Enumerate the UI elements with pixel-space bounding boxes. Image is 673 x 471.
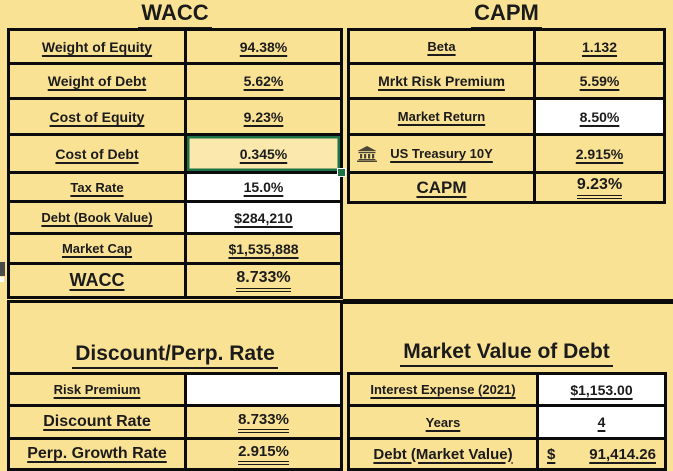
cell-perp-growth-rate-value[interactable]: 2.915% (187, 440, 340, 468)
cell-us-treasury-10y-label[interactable]: US Treasury 10Y (350, 136, 533, 171)
cell-interest-expense-2021-value[interactable]: $1,153.00 (539, 375, 664, 404)
cell-years-value[interactable]: 4 (539, 407, 664, 437)
discount-section-title: Discount/Perp. Rate (10, 303, 340, 372)
wacc-section-title: WACC (7, 0, 343, 29)
cell-weight-of-equity-value[interactable]: 94.38% (187, 31, 340, 62)
cell-market-cap-value[interactable]: $1,535,888 (187, 235, 340, 262)
cell-market-return-value[interactable]: 8.50% (536, 100, 663, 133)
cell-debt-book-value-value[interactable]: $284,210 (187, 203, 340, 232)
cell-tax-rate-value[interactable]: 15.0% (187, 174, 340, 200)
currency-symbol: $ (547, 445, 556, 463)
wacc-title-text: WACC (138, 0, 212, 29)
cell-capm-total-label[interactable]: CAPM (350, 174, 533, 201)
cell-mrkt-risk-premium-label[interactable]: Mrkt Risk Premium (350, 65, 533, 97)
cell-debt-market-value-value[interactable]: $ 91,414.26 (539, 440, 664, 468)
cell-cost-of-debt-value[interactable]: 0.345% (187, 136, 346, 177)
cell-beta-label[interactable]: Beta (350, 31, 533, 62)
cell-us-treasury-10y-value[interactable]: 2.915% (536, 136, 663, 171)
cell-debt-market-value-label[interactable]: Debt (Market Value) (350, 440, 536, 468)
mvd-table: Interest Expense (2021) $1,153.00 Years … (347, 372, 667, 471)
cell-cost-of-debt-label[interactable]: Cost of Debt (10, 136, 184, 171)
cell-wacc-total-value[interactable]: 8.733% (187, 265, 340, 296)
capm-section-title: CAPM (347, 0, 666, 29)
discount-title-text: Discount/Perp. Rate (72, 342, 278, 369)
cell-weight-of-debt-value[interactable]: 5.62% (187, 65, 340, 97)
capm-table: Beta 1.132 Mrkt Risk Premium 5.59% Marke… (347, 28, 666, 204)
cell-cost-of-equity-value[interactable]: 9.23% (187, 100, 340, 133)
cell-capm-total-value[interactable]: 9.23% (536, 174, 663, 201)
cell-weight-of-debt-label[interactable]: Weight of Debt (10, 65, 184, 97)
cell-discount-rate-value[interactable]: 8.733% (187, 407, 340, 437)
cell-wacc-total-label[interactable]: WACC (10, 265, 184, 296)
mvd-section-title: Market Value of Debt (347, 326, 666, 370)
cell-years-label[interactable]: Years (350, 407, 536, 437)
bank-building-icon (357, 145, 377, 162)
mvd-title-text: Market Value of Debt (400, 340, 613, 367)
wacc-table: Weight of Equity 94.38% Weight of Debt 5… (7, 28, 346, 299)
cell-interest-expense-2021-label[interactable]: Interest Expense (2021) (350, 375, 536, 404)
cell-tax-rate-label[interactable]: Tax Rate (10, 174, 184, 200)
cell-debt-book-value-label[interactable]: Debt (Book Value) (10, 203, 184, 232)
selection-fill-handle[interactable] (337, 168, 346, 177)
cell-market-return-label[interactable]: Market Return (350, 100, 533, 133)
cell-weight-of-equity-label[interactable]: Weight of Equity (10, 31, 184, 62)
cell-cost-of-equity-label[interactable]: Cost of Equity (10, 100, 184, 133)
cell-mrkt-risk-premium-value[interactable]: 5.59% (536, 65, 663, 97)
discount-table: Risk Premium Discount Rate 8.733% Perp. … (10, 375, 340, 468)
cell-risk-premium-label[interactable]: Risk Premium (10, 375, 184, 404)
screen-edge-artifact (0, 262, 5, 282)
capm-title-text: CAPM (471, 0, 542, 29)
cell-perp-growth-rate-label[interactable]: Perp. Growth Rate (10, 440, 184, 468)
cell-risk-premium-value[interactable] (187, 375, 340, 404)
grid-line (343, 299, 673, 304)
cell-beta-value[interactable]: 1.132 (536, 31, 663, 62)
discount-section-box: Discount/Perp. Rate Risk Premium Discoun… (7, 300, 343, 471)
cell-discount-rate-label[interactable]: Discount Rate (10, 407, 184, 437)
cell-market-cap-label[interactable]: Market Cap (10, 235, 184, 262)
